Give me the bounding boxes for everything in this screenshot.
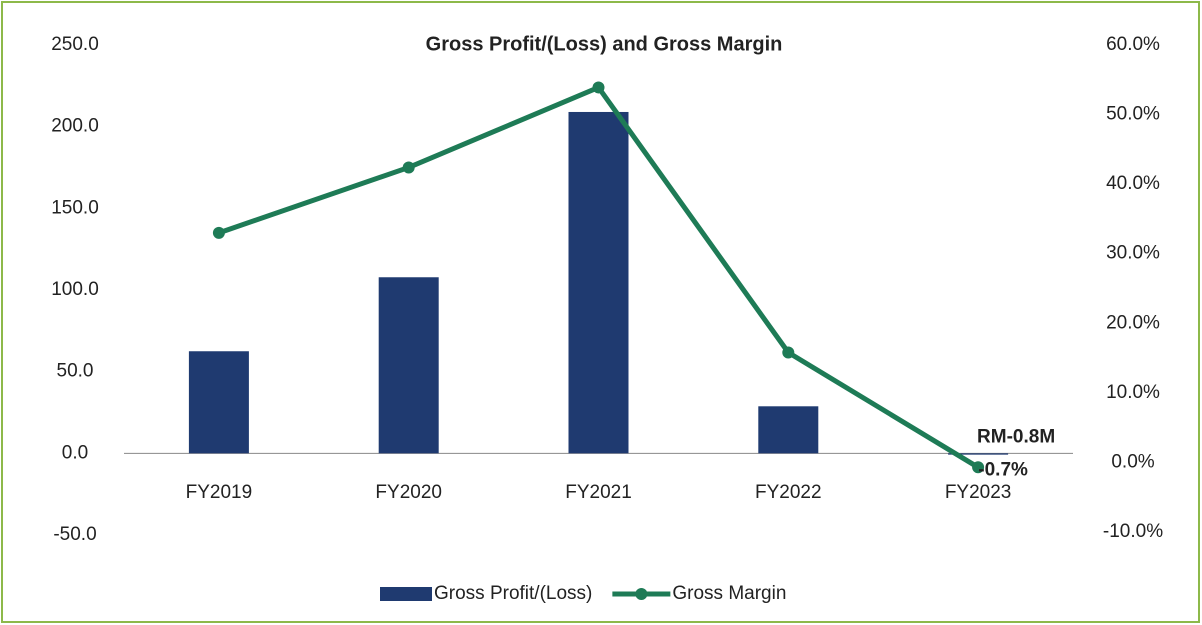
bar [948,453,1009,455]
data-label: RM-0.8M [977,426,1055,447]
y-tick-label: 100.0 [51,279,99,300]
data-label: -0.7% [978,459,1028,480]
x-tick-label: FY2019 [186,482,253,503]
y2-tick-label: 10.0% [1106,382,1160,403]
y-tick-label: 0.0 [62,442,88,463]
line-marker [972,461,985,474]
y2-tick-label: 50.0% [1106,104,1160,125]
legend-label: Gross Profit/(Loss) [434,583,592,604]
bar [758,406,819,454]
x-tick-label: FY2020 [375,482,442,503]
x-tick-label: FY2023 [945,482,1012,503]
line-marker [592,81,605,94]
chart-title: Gross Profit/(Loss) and Gross Margin [426,33,783,55]
y2-tick-label: 20.0% [1106,312,1160,333]
y-tick-label: 250.0 [51,34,99,55]
legend-label: Gross Margin [672,583,786,604]
y2-tick-label: -10.0% [1103,521,1163,542]
line-marker [402,161,415,174]
y-tick-label: 150.0 [51,197,99,218]
y2-tick-label: 40.0% [1106,173,1160,194]
bar [378,277,439,454]
legend-swatch [380,587,432,601]
y-tick-label: 200.0 [51,116,99,137]
line-marker [212,226,225,239]
y2-tick-label: 0.0% [1111,451,1154,472]
y-tick-label: -50.0 [53,524,96,545]
bar [188,351,249,454]
y2-tick-label: 60.0% [1106,34,1160,55]
y2-tick-label: 30.0% [1106,243,1160,264]
bar [568,111,629,454]
legend-marker [635,588,648,600]
x-tick-label: FY2021 [565,482,632,503]
y-tick-label: 50.0 [57,361,94,382]
line-marker [782,346,795,359]
x-tick-label: FY2022 [755,482,822,503]
